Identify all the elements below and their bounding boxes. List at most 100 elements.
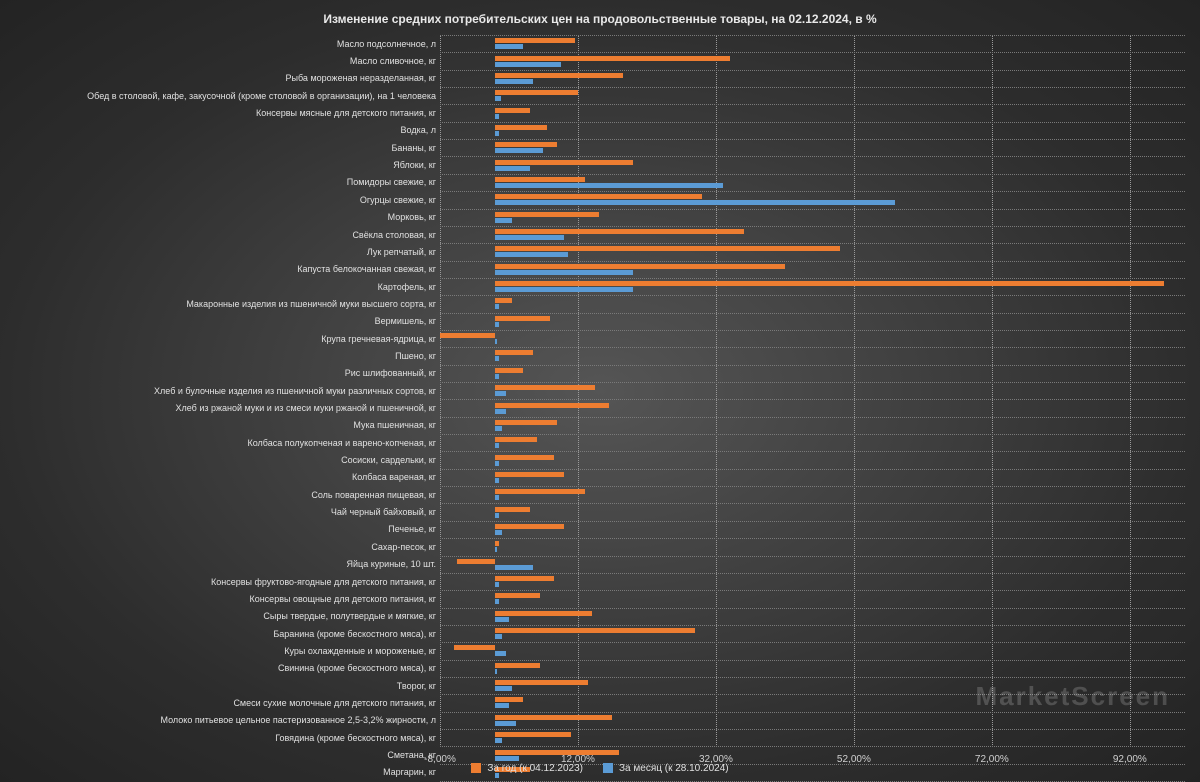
bar-year — [495, 125, 547, 130]
chart-title: Изменение средних потребительских цен на… — [0, 12, 1200, 26]
bar-year — [495, 38, 574, 43]
bar-month — [495, 703, 509, 708]
bar-month — [495, 530, 502, 535]
bar-year — [495, 663, 540, 668]
row-gridline — [440, 486, 1185, 487]
legend: За год (к 04.12.2023)За месяц (к 28.10.2… — [0, 763, 1200, 777]
category-label: Помидоры свежие, кг — [347, 177, 440, 187]
bar-year — [495, 108, 529, 113]
row-gridline — [440, 209, 1185, 210]
category-label: Сахар-песок, кг — [371, 542, 440, 552]
category-label: Масло сливочное, кг — [350, 56, 440, 66]
category-row: Сметана, кг — [440, 746, 1185, 763]
category-label: Говядина (кроме бескостного мяса), кг — [275, 733, 440, 743]
category-label: Бананы, кг — [391, 143, 440, 153]
bar-month — [495, 218, 512, 223]
category-row: Консервы мясные для детского питания, кг — [440, 104, 1185, 121]
bar-month — [495, 756, 519, 761]
bar-month — [495, 131, 498, 136]
bar-month — [495, 304, 498, 309]
bar-year — [495, 73, 623, 78]
category-row: Колбаса полукопченая и варено-копченая, … — [440, 434, 1185, 451]
bar-year — [495, 524, 564, 529]
row-gridline — [440, 278, 1185, 279]
category-label: Молоко питьевое цельное пастеризованное … — [161, 715, 440, 725]
row-gridline — [440, 191, 1185, 192]
category-label: Колбаса вареная, кг — [352, 472, 440, 482]
bar-year — [495, 160, 633, 165]
row-gridline — [440, 330, 1185, 331]
category-row: Сосиски, сардельки, кг — [440, 451, 1185, 468]
bar-month — [495, 721, 516, 726]
bar-year — [495, 489, 585, 494]
bar-year — [495, 628, 695, 633]
plot-area: -8,00%12,00%32,00%52,00%72,00%92,00%Масл… — [440, 35, 1185, 747]
category-row: Яйца куриные, 10 шт. — [440, 556, 1185, 573]
row-gridline — [440, 347, 1185, 348]
row-gridline — [440, 590, 1185, 591]
category-row: Куры охлажденные и мороженые, кг — [440, 642, 1185, 659]
category-row: Масло подсолнечное, л — [440, 35, 1185, 52]
category-label: Рис шлифованный, кг — [345, 368, 440, 378]
bar-year — [495, 576, 554, 581]
category-label: Крупа гречневая-ядрица, кг — [321, 334, 440, 344]
row-gridline — [440, 104, 1185, 105]
category-row: Сахар-песок, кг — [440, 538, 1185, 555]
category-label: Мука пшеничная, кг — [353, 420, 440, 430]
row-gridline — [440, 261, 1185, 262]
bar-month — [495, 617, 509, 622]
bar-year — [495, 298, 512, 303]
legend-swatch — [603, 763, 613, 773]
row-gridline — [440, 434, 1185, 435]
watermark: MarketScreen — [975, 681, 1170, 712]
row-gridline — [440, 313, 1185, 314]
bar-month — [495, 478, 498, 483]
category-label: Капуста белокочанная свежая, кг — [297, 264, 440, 274]
bar-month — [495, 62, 561, 67]
bar-year — [495, 142, 557, 147]
row-gridline — [440, 729, 1185, 730]
category-row: Чай черный байховый, кг — [440, 503, 1185, 520]
category-row: Морковь, кг — [440, 209, 1185, 226]
category-row: Хлеб из ржаной муки и из смеси муки ржан… — [440, 399, 1185, 416]
bar-year — [495, 350, 533, 355]
category-row: Водка, л — [440, 122, 1185, 139]
bar-year — [495, 385, 595, 390]
bar-year — [495, 264, 785, 269]
bar-year — [495, 194, 702, 199]
bar-month — [495, 495, 498, 500]
bar-year — [495, 90, 578, 95]
category-row: Соль поваренная пищевая, кг — [440, 486, 1185, 503]
category-label: Хлеб из ржаной муки и из смеси муки ржан… — [176, 403, 441, 413]
category-label: Водка, л — [401, 125, 440, 135]
bar-month — [495, 513, 498, 518]
bar-month — [495, 599, 498, 604]
row-gridline — [440, 139, 1185, 140]
bar-year — [495, 750, 619, 755]
bar-month — [495, 582, 498, 587]
category-label: Макаронные изделия из пшеничной муки выс… — [186, 299, 440, 309]
bar-year — [495, 593, 540, 598]
bar-month — [495, 669, 497, 674]
category-row: Свинина (кроме бескостного мяса), кг — [440, 660, 1185, 677]
bar-month — [495, 651, 505, 656]
row-gridline — [440, 451, 1185, 452]
row-gridline — [440, 608, 1185, 609]
bar-year — [495, 680, 588, 685]
category-label: Рыба мороженая неразделанная, кг — [286, 73, 440, 83]
category-row: Помидоры свежие, кг — [440, 174, 1185, 191]
bar-year — [495, 507, 529, 512]
category-row: Крупа гречневая-ядрица, кг — [440, 330, 1185, 347]
category-label: Огурцы свежие, кг — [360, 195, 440, 205]
bar-month — [495, 44, 523, 49]
category-row: Мука пшеничная, кг — [440, 417, 1185, 434]
category-row: Говядина (кроме бескостного мяса), кг — [440, 729, 1185, 746]
category-label: Сыры твердые, полутвердые и мягкие, кг — [263, 611, 440, 621]
bar-year — [495, 541, 498, 546]
row-gridline — [440, 660, 1185, 661]
category-label: Пшено, кг — [395, 351, 440, 361]
bar-year — [495, 56, 730, 61]
row-gridline — [440, 35, 1185, 36]
bar-month — [495, 391, 505, 396]
row-gridline — [440, 469, 1185, 470]
